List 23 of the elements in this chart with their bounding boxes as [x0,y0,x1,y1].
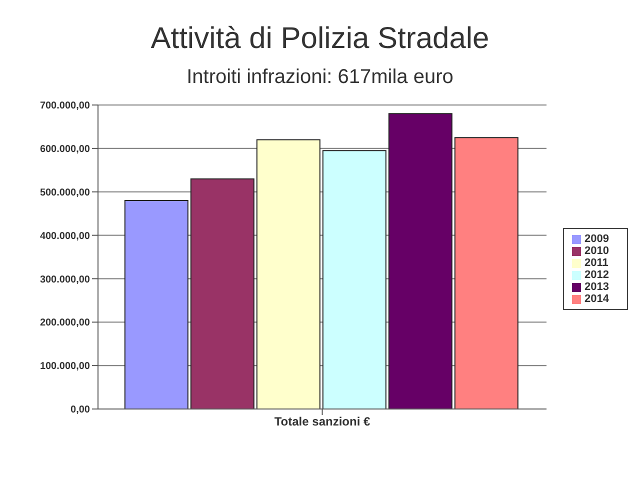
bar [190,178,254,409]
bar [454,137,518,409]
y-tick-label: 200.000,00 [40,318,90,329]
y-tick-label: 100.000,00 [40,361,90,372]
y-tick-label: 500.000,00 [40,187,90,198]
chart-subtitle: Introiti infrazioni: 617mila euro [186,65,454,89]
y-tick-label: 600.000,00 [40,144,90,155]
legend-label: 2010 [584,245,609,257]
y-tick-label: 400.000,00 [40,230,90,242]
legend-label: 2014 [584,293,609,305]
legend-label: 2012 [584,269,609,281]
y-tick-label: 0,00 [70,404,90,416]
y-tick-label: 700.000,00 [40,100,90,112]
legend-label: 2011 [584,257,608,269]
x-tick-label: Totale sanzioni € [274,414,370,429]
chart-title: Attività di Polizia Stradale [150,21,490,56]
bar [256,139,320,409]
bar [124,200,188,409]
bar [388,113,452,409]
y-tick-label: 300.000,00 [40,274,90,286]
legend-label: 2009 [584,233,609,245]
legend-label: 2013 [584,281,609,293]
bar [322,150,386,409]
